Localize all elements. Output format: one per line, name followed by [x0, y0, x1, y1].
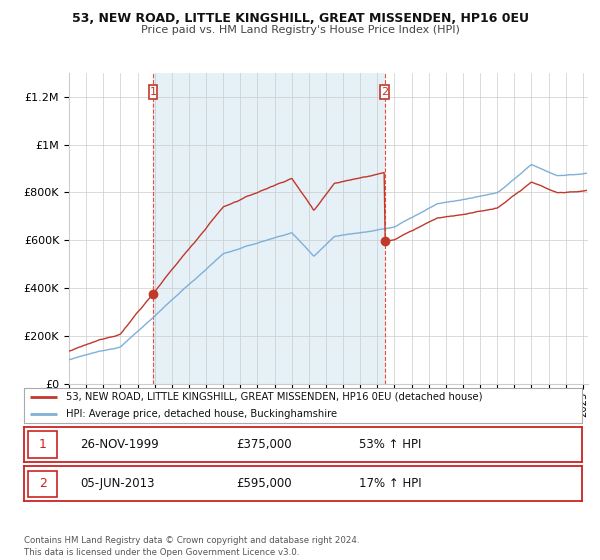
Text: 53, NEW ROAD, LITTLE KINGSHILL, GREAT MISSENDEN, HP16 0EU (detached house): 53, NEW ROAD, LITTLE KINGSHILL, GREAT MI…	[66, 392, 482, 402]
Text: Price paid vs. HM Land Registry's House Price Index (HPI): Price paid vs. HM Land Registry's House …	[140, 25, 460, 35]
Text: 53% ↑ HPI: 53% ↑ HPI	[359, 438, 421, 451]
Text: HPI: Average price, detached house, Buckinghamshire: HPI: Average price, detached house, Buck…	[66, 409, 337, 419]
FancyBboxPatch shape	[28, 431, 58, 458]
Text: 2: 2	[381, 87, 388, 97]
FancyBboxPatch shape	[149, 85, 157, 99]
Text: 05-JUN-2013: 05-JUN-2013	[80, 477, 154, 491]
Text: 53, NEW ROAD, LITTLE KINGSHILL, GREAT MISSENDEN, HP16 0EU: 53, NEW ROAD, LITTLE KINGSHILL, GREAT MI…	[71, 12, 529, 25]
Text: 1: 1	[149, 87, 157, 97]
Text: 17% ↑ HPI: 17% ↑ HPI	[359, 477, 421, 491]
FancyBboxPatch shape	[380, 85, 389, 99]
Text: Contains HM Land Registry data © Crown copyright and database right 2024.
This d: Contains HM Land Registry data © Crown c…	[24, 536, 359, 557]
Text: 26-NOV-1999: 26-NOV-1999	[80, 438, 158, 451]
Text: £595,000: £595,000	[236, 477, 292, 491]
Text: £375,000: £375,000	[236, 438, 292, 451]
FancyBboxPatch shape	[28, 470, 58, 497]
Text: 2: 2	[39, 477, 47, 491]
Text: 1: 1	[39, 438, 47, 451]
Bar	[153, 73, 385, 384]
